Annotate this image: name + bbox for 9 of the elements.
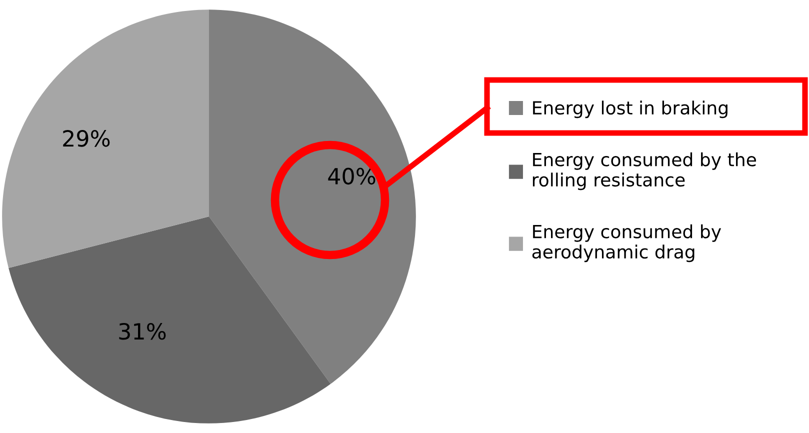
legend-label: Energy consumed by aerodynamic drag — [532, 224, 722, 262]
pie-slice — [8, 216, 331, 424]
legend-label: Energy consumed by the rolling resistance — [532, 152, 756, 190]
data-label: 40% — [328, 168, 376, 185]
data-label: 29% — [63, 130, 110, 147]
legend-label: Energy lost in braking — [533, 100, 728, 118]
pie-slice — [2, 10, 209, 268]
pie-slice — [209, 10, 416, 384]
data-label: 31% — [119, 322, 166, 340]
